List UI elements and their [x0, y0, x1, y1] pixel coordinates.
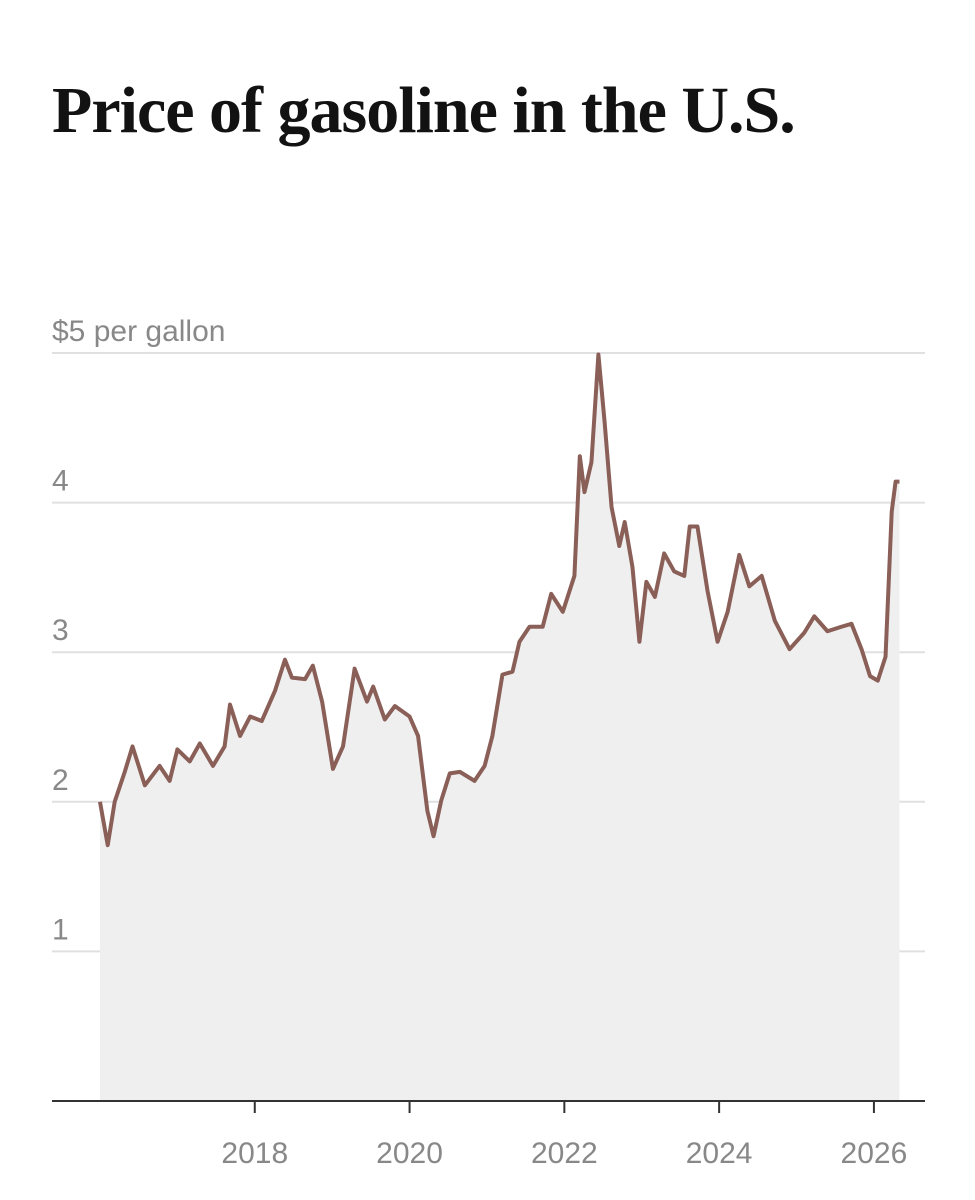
- y-tick-label: 1: [52, 913, 69, 946]
- x-tick-label: 2024: [686, 1137, 753, 1170]
- x-tick-label: 2026: [841, 1137, 908, 1170]
- area: [99, 354, 900, 1102]
- y-tick-label: 4: [52, 465, 69, 498]
- chart-title: Price of gasoline in the U.S.: [52, 74, 796, 147]
- line: [98, 352, 900, 848]
- x-tick-label: 2022: [531, 1137, 598, 1170]
- y-tick-label: $5 per gallon: [52, 315, 225, 348]
- y-tick-label: 2: [52, 764, 69, 797]
- x-tick-label: 2018: [221, 1137, 288, 1170]
- x-tick-label: 2020: [376, 1137, 443, 1170]
- y-tick-label: 3: [52, 614, 69, 647]
